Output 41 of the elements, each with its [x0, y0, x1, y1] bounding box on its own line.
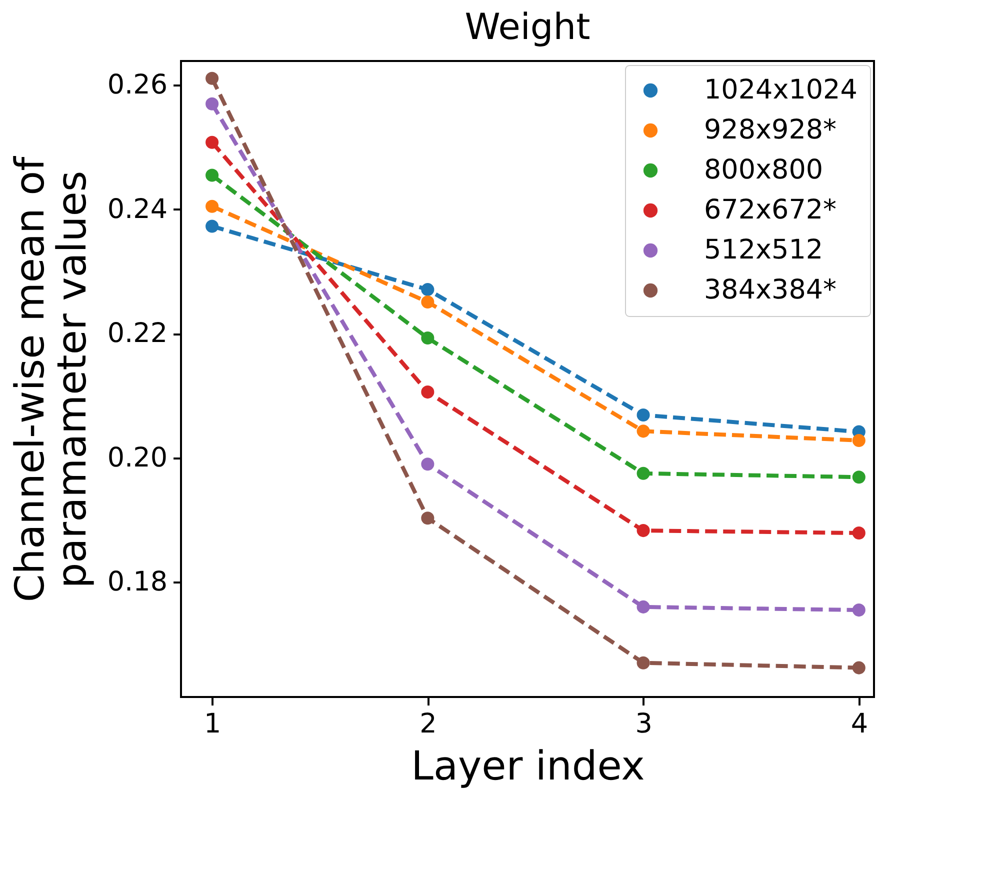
- point: [852, 470, 866, 484]
- point: [852, 526, 866, 540]
- point: [421, 386, 434, 399]
- y-tick-label: 0.20: [107, 442, 168, 474]
- x-axis-title: Layer index: [411, 744, 645, 790]
- point: [636, 424, 650, 438]
- point: [206, 97, 219, 110]
- legend-label: 928x928*: [704, 114, 837, 146]
- point: [636, 600, 650, 614]
- y-tick-label: 0.26: [107, 70, 168, 101]
- legend-label: 384x384*: [704, 274, 837, 306]
- point: [206, 136, 219, 149]
- y-tick-label: 0.18: [107, 566, 168, 598]
- x-tick-label: 3: [635, 708, 652, 740]
- legend-label: 1024x1024: [704, 74, 858, 106]
- point: [636, 466, 650, 480]
- x-tick-label: 1: [204, 708, 222, 740]
- point: [206, 168, 219, 182]
- point: [852, 434, 866, 447]
- point: [206, 200, 219, 213]
- point: [421, 295, 434, 308]
- y-tick-label: 0.22: [107, 318, 168, 350]
- y-axis-title: Channel-wise mean of paramameter values: [7, 156, 96, 602]
- point: [421, 458, 434, 471]
- point: [206, 220, 219, 233]
- point: [421, 332, 434, 345]
- y-tick-label: 0.24: [107, 194, 168, 225]
- point: [636, 656, 650, 670]
- point: [421, 283, 434, 296]
- chart-title: Weight: [464, 7, 590, 48]
- point: [636, 524, 650, 538]
- legend-label: 512x512: [704, 234, 824, 266]
- point: [852, 661, 866, 674]
- point: [421, 512, 434, 525]
- legend-label: 672x672*: [704, 194, 837, 226]
- x-tick-label: 4: [850, 708, 868, 740]
- legend-label: 800x800: [704, 154, 824, 186]
- point: [206, 72, 219, 85]
- point: [852, 604, 866, 617]
- x-tick-label: 2: [420, 708, 437, 740]
- point: [636, 408, 650, 422]
